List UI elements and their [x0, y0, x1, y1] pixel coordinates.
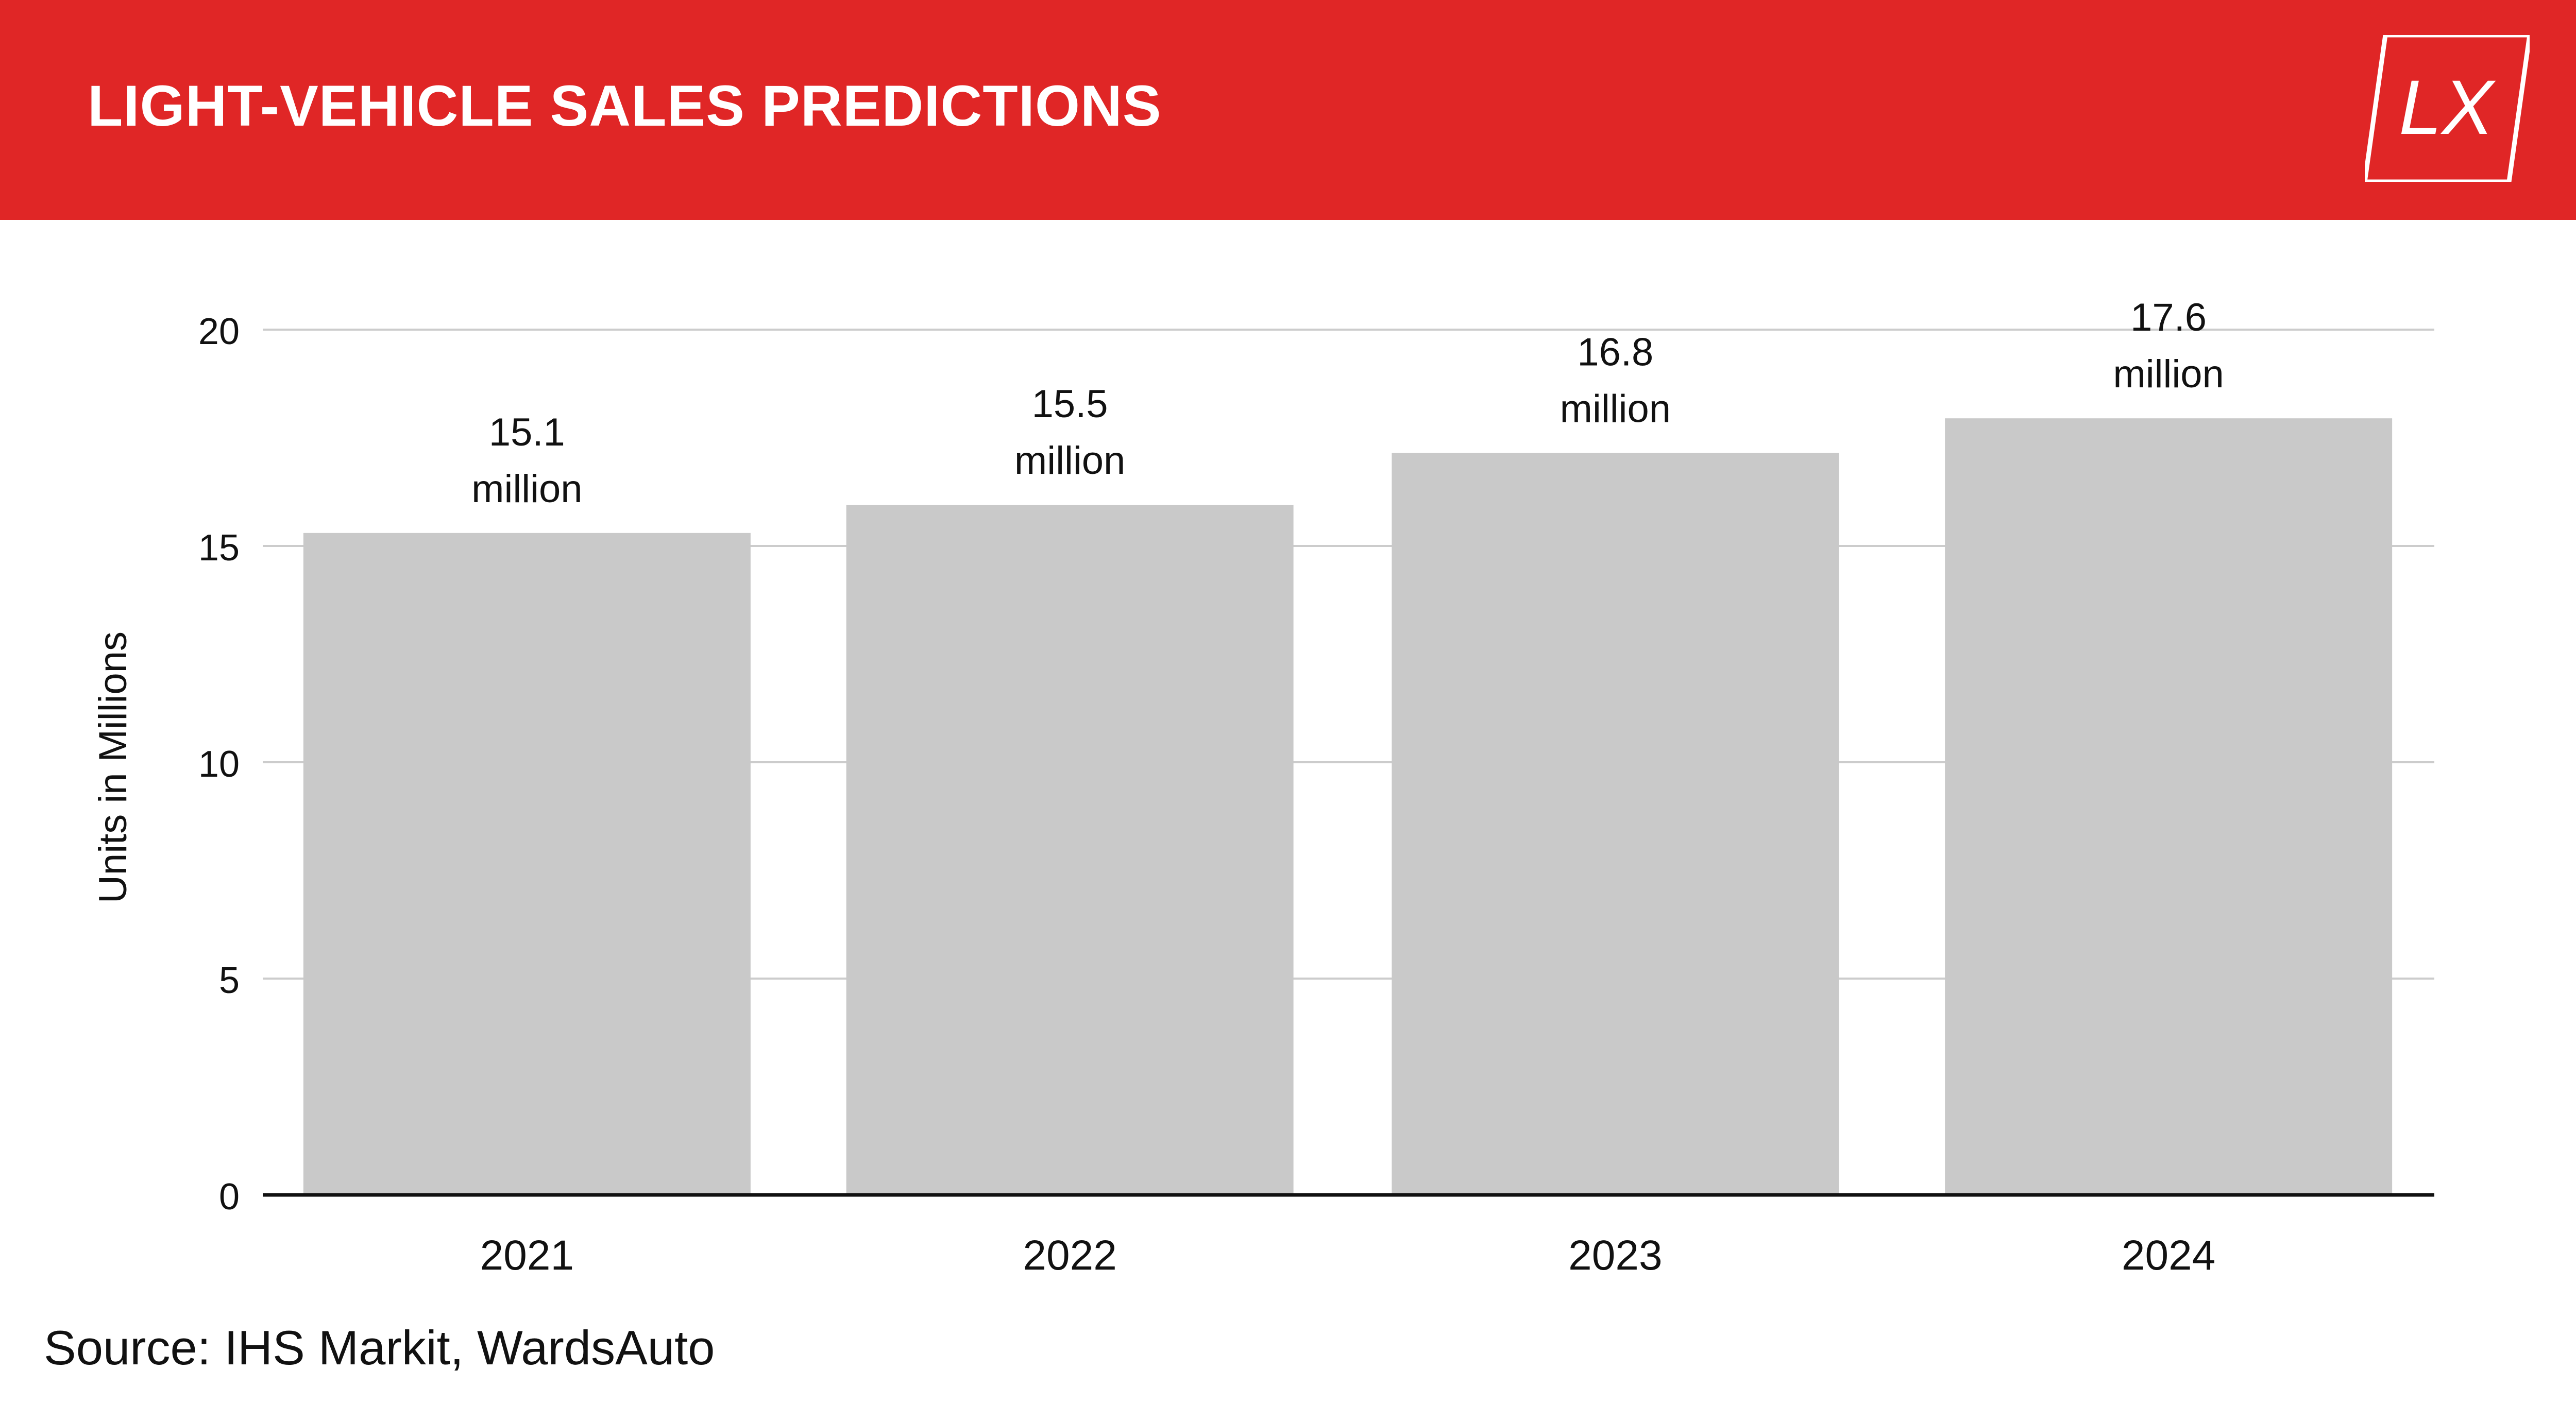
- x-tick-label: 2024: [2122, 1232, 2215, 1279]
- lx-logo: LX: [2365, 35, 2530, 182]
- chart-title: LIGHT-VEHICLE SALES PREDICTIONS: [88, 74, 1162, 138]
- y-tick-label: 5: [219, 960, 240, 1001]
- data-label-value: 16.8: [1577, 330, 1653, 374]
- x-tick-label: 2022: [1023, 1232, 1116, 1279]
- x-tick-label: 2023: [1568, 1232, 1662, 1279]
- data-label-unit: million: [2113, 352, 2224, 396]
- bar: [846, 505, 1294, 1195]
- x-tick-label: 2021: [480, 1232, 574, 1279]
- y-tick-label: 15: [198, 527, 240, 569]
- bar: [1945, 418, 2393, 1195]
- data-label-unit: million: [1560, 387, 1671, 431]
- y-tick-label: 20: [198, 311, 240, 352]
- data-label-unit: million: [471, 467, 582, 511]
- data-label-unit: million: [1014, 439, 1125, 483]
- header-banner: LIGHT-VEHICLE SALES PREDICTIONS LX: [0, 0, 2576, 220]
- data-label-value: 17.6: [2130, 296, 2207, 339]
- data-label-value: 15.1: [489, 410, 565, 454]
- data-label-value: 15.5: [1032, 382, 1108, 426]
- y-axis-label: Units in Millions: [91, 631, 135, 903]
- y-tick-label: 10: [198, 744, 240, 785]
- y-tick-label: 0: [219, 1176, 240, 1218]
- source-note: Source: IHS Markit, WardsAuto: [44, 1321, 715, 1375]
- bar: [303, 533, 751, 1195]
- svg-text:LX: LX: [2399, 64, 2496, 150]
- bar: [1392, 453, 1839, 1195]
